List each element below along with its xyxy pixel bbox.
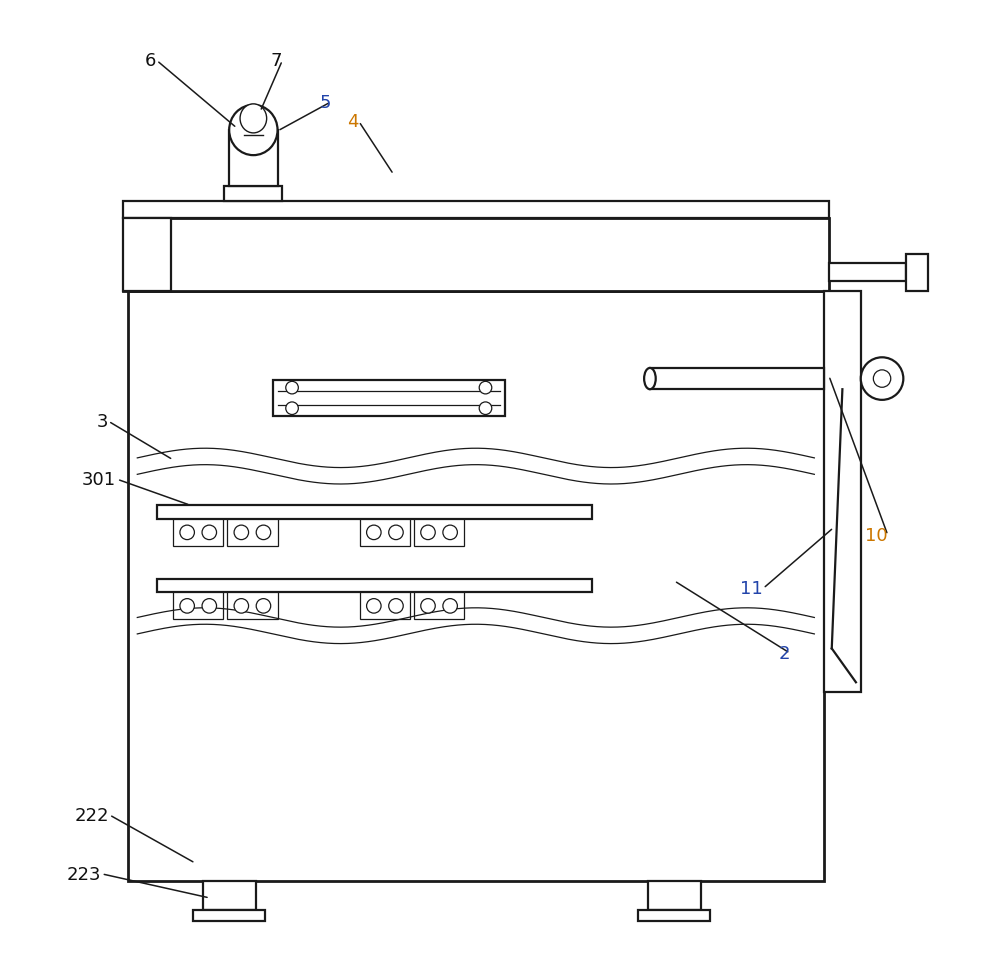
Bar (157, 506, 592, 519)
Circle shape (367, 599, 381, 613)
Bar (273, 380, 505, 417)
Circle shape (234, 525, 249, 540)
Bar (414, 593, 464, 620)
Circle shape (367, 525, 381, 540)
Text: 5: 5 (319, 94, 331, 111)
Bar (638, 910, 710, 922)
Bar (173, 593, 223, 620)
Bar (193, 910, 265, 922)
Bar (123, 219, 171, 292)
Circle shape (234, 599, 249, 613)
Ellipse shape (229, 106, 278, 156)
Circle shape (389, 599, 403, 613)
Bar (128, 292, 824, 881)
Circle shape (180, 599, 194, 613)
Circle shape (202, 525, 217, 540)
Ellipse shape (644, 368, 656, 390)
Ellipse shape (240, 105, 267, 134)
Circle shape (389, 525, 403, 540)
Circle shape (256, 599, 271, 613)
Bar (414, 519, 464, 547)
Circle shape (286, 382, 298, 394)
Bar (173, 519, 223, 547)
Text: 3: 3 (97, 413, 108, 430)
Circle shape (286, 402, 298, 415)
Text: 223: 223 (67, 865, 101, 883)
Circle shape (861, 358, 903, 400)
Text: 2: 2 (779, 644, 790, 663)
Bar (227, 519, 278, 547)
Bar (203, 881, 256, 910)
Bar (123, 219, 829, 292)
Circle shape (443, 525, 457, 540)
Circle shape (421, 525, 435, 540)
Circle shape (479, 382, 492, 394)
Text: 222: 222 (74, 806, 109, 824)
Text: 10: 10 (865, 527, 887, 545)
Circle shape (873, 370, 891, 388)
Bar (123, 202, 829, 219)
Bar (360, 593, 410, 620)
Bar (650, 368, 824, 390)
Text: 11: 11 (740, 579, 763, 598)
Bar (227, 593, 278, 620)
Text: 4: 4 (347, 113, 359, 131)
Circle shape (256, 525, 271, 540)
Bar (906, 255, 928, 292)
Bar (224, 187, 282, 202)
Bar (824, 292, 861, 692)
Bar (648, 881, 701, 910)
Circle shape (443, 599, 457, 613)
Circle shape (479, 402, 492, 415)
Text: 301: 301 (82, 471, 116, 488)
Bar (829, 265, 906, 282)
Bar (157, 579, 592, 593)
Text: 6: 6 (145, 52, 156, 71)
Bar (229, 131, 278, 187)
Circle shape (421, 599, 435, 613)
Bar (360, 519, 410, 547)
Circle shape (180, 525, 194, 540)
Text: 7: 7 (271, 52, 282, 71)
Circle shape (202, 599, 217, 613)
